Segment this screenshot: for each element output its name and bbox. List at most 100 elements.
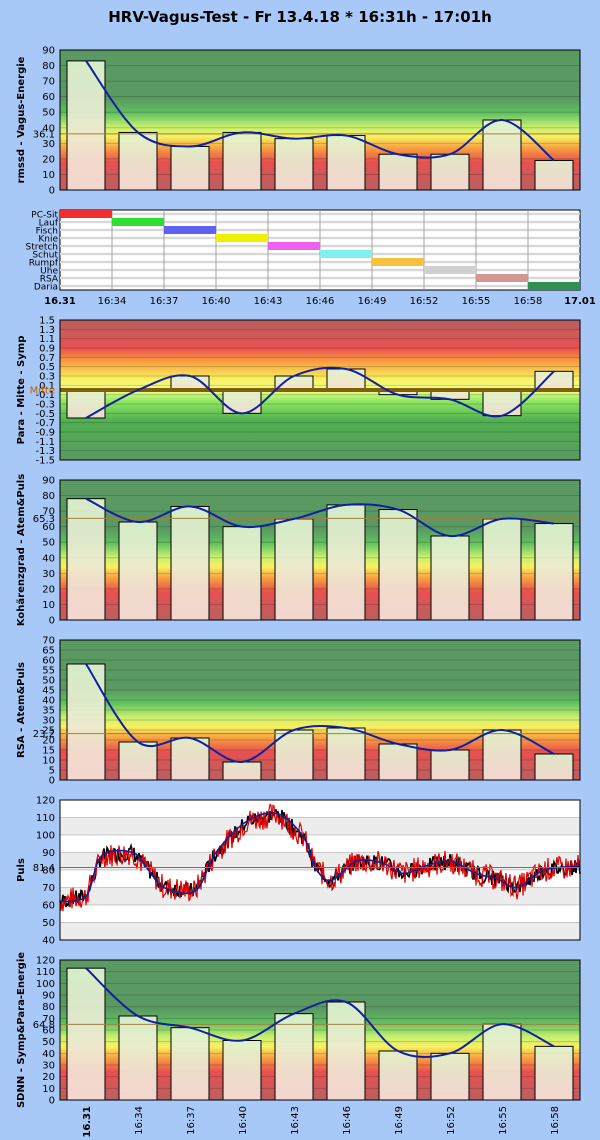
rmssd-bar [222,131,262,191]
pulse-band [60,835,580,853]
rmssd-bar [326,135,366,191]
balance-ytick: -0.3 [35,400,55,411]
rsa-bar [482,729,522,781]
sdnn-ytick: 40 [42,1049,55,1060]
sdnn-ytick: 60 [42,1026,55,1037]
coherence-bar [430,535,470,621]
sdnn-ytick: 0 [49,1096,55,1107]
activity-segment [372,258,424,266]
pulse-mean-label: 81.4 [33,863,55,874]
rmssd-ytick: 40 [42,123,55,134]
balance-ytick: -0.1 [35,390,55,401]
rsa-ytick: 20 [42,736,55,747]
rmssd-bar [534,159,574,191]
rsa-bar [534,753,574,781]
coherence-bar [534,523,574,621]
time-axis-label: 16:55 [498,1106,509,1135]
pulse-band [60,800,580,818]
balance-bar [534,370,574,391]
sdnn-bar [66,967,106,1101]
sdnn-bar [170,1027,210,1101]
pulse-band [60,922,580,940]
pulse-band [60,870,580,888]
rmssd-ytick: 10 [42,170,55,181]
activity-segment [528,282,580,290]
activity-segment [216,234,268,242]
pulse-ytick: 60 [42,901,55,912]
time-axis-label: 16.31 [82,1106,93,1138]
activity-row-label: Rumpf [29,259,59,269]
rsa-ytick: 65 [42,646,55,657]
activity-row-label: PC-Sit [31,211,58,221]
pulse-ytick: 50 [42,918,55,929]
balance-bar [66,389,106,419]
rmssd-ytick: 50 [42,108,55,119]
activity-segment [424,266,476,274]
coherence-ytick: 60 [42,522,55,533]
activity-time-label: 16:58 [514,296,543,307]
rmssd-ytick: 70 [42,77,55,88]
coherence-frame [59,479,581,621]
sdnn-ytick: 110 [36,967,55,978]
rmssd-bar [430,153,470,191]
time-axis-label: 16:37 [186,1106,197,1135]
pulse-trend-line [59,812,581,903]
sdnn-bar [482,1023,522,1101]
rsa-ytick: 70 [42,636,55,647]
rsa-ytick: 55 [42,666,55,677]
balance-bar [222,389,262,414]
rmssd-bar [170,145,210,191]
rsa-bar [326,727,366,781]
rsa-ylabel: RSA - Atem&Puls [16,662,27,758]
sdnn-bar [378,1050,418,1101]
balance-mean-label: Mitte [30,386,55,397]
rsa-trend-line [85,663,555,764]
rsa-bar [378,743,418,781]
sdnn-ytick: 90 [42,991,55,1002]
activity-row-label: RSA [40,275,59,285]
coherence-ytick: 10 [42,600,55,611]
rmssd-trend-line [85,60,555,162]
balance-ytick: 0.7 [39,353,55,364]
rmssd-bar [66,60,106,191]
sdnn-bar [430,1052,470,1101]
balance-trend-line [85,366,555,419]
coherence-mean-label: 65.3 [33,514,55,525]
sdnn-bar [222,1040,262,1101]
activity-time-label: 16:55 [462,296,491,307]
activity-time-label: 16:43 [254,296,283,307]
rmssd-ytick: 90 [42,46,55,57]
coherence-ytick: 30 [42,569,55,580]
rsa-ytick: 10 [42,756,55,767]
coherence-bar [170,505,210,621]
pulse-line [59,803,581,912]
pulse-ytick: 90 [42,848,55,859]
activity-time-label: 16:46 [306,296,335,307]
rsa-bar [222,761,262,781]
pulse-band [60,817,580,835]
coherence-bar [482,518,522,621]
coherence-ytick: 40 [42,553,55,564]
time-axis-label: 16:49 [394,1106,405,1135]
pulse-ytick: 120 [36,796,55,807]
rmssd-bar [378,153,418,191]
rsa-ytick: 35 [42,706,55,717]
rsa-ytick: 15 [42,746,55,757]
rsa-frame [59,639,581,781]
rmssd-bar [274,138,314,191]
rmssd-ylabel: rmssd - Vagus-Energie [16,56,27,183]
activity-time-label: 16:37 [150,296,179,307]
balance-ytick: 1.1 [39,334,55,345]
balance-ytick: 1.5 [39,316,55,327]
sdnn-frame [59,959,581,1101]
rsa-ytick: 30 [42,716,55,727]
balance-ytick: 0.1 [39,381,55,392]
coherence-bar [274,518,314,621]
activity-row-label: Schut [32,251,58,261]
sdnn-bar [274,1013,314,1101]
coherence-bar [222,526,262,621]
pulse-ytick: 100 [36,831,55,842]
activity-row-label: Fisch [36,227,58,237]
